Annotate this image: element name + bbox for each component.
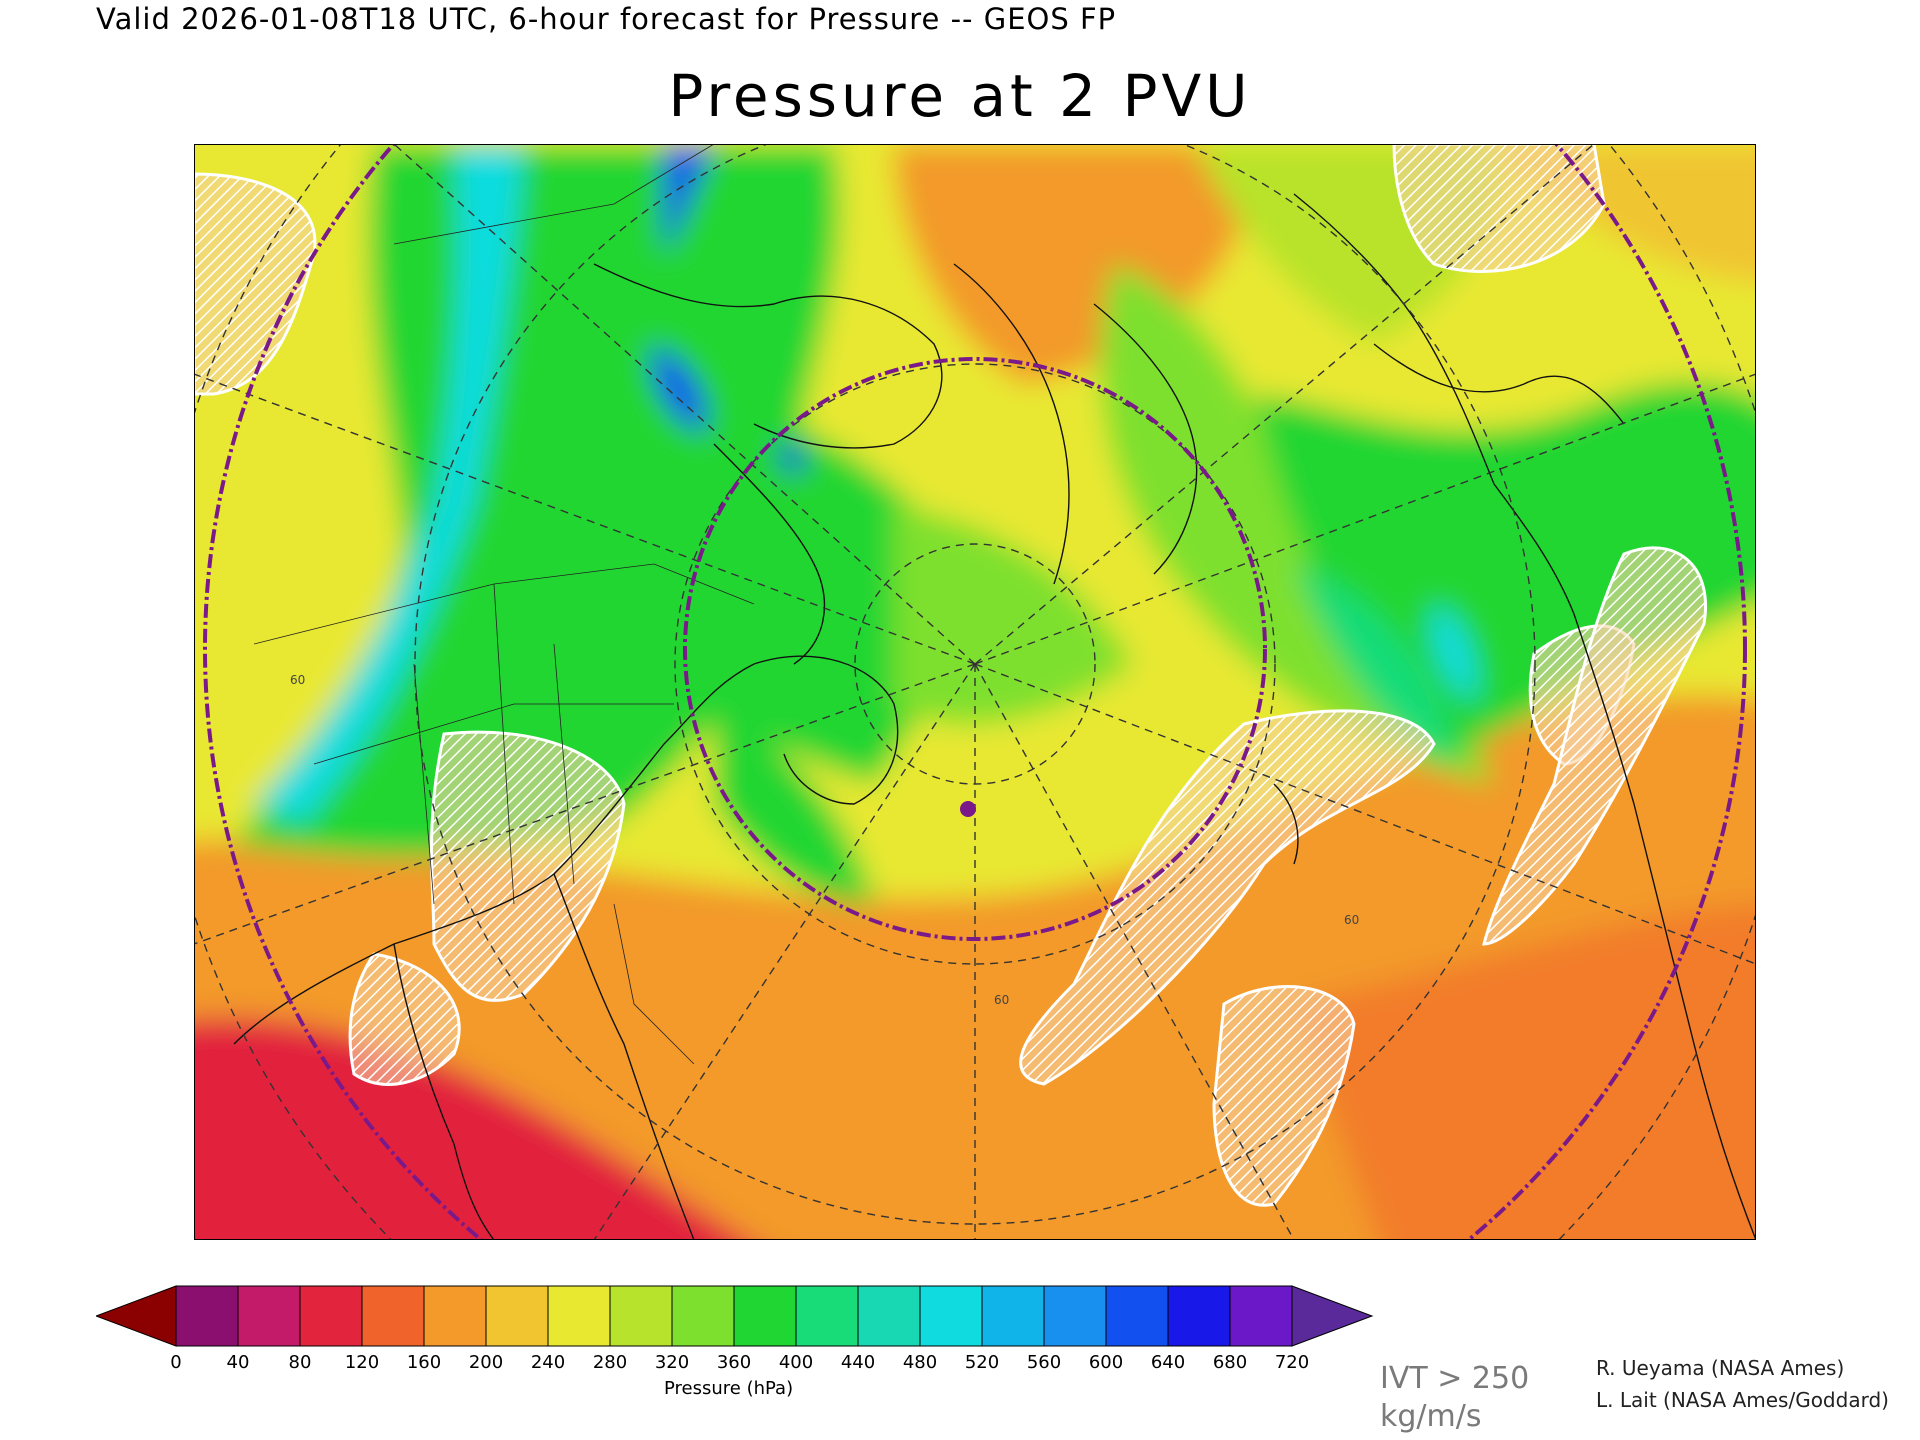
colorbar-tick-label: 120: [344, 1352, 380, 1373]
colorbar-tick-label: 400: [778, 1352, 814, 1373]
colorbar-tick-label: 600: [1088, 1352, 1124, 1373]
map-title: Pressure at 2 PVU: [668, 62, 1252, 130]
colorbar-tick-label: 720: [1274, 1352, 1310, 1373]
colorbar-tick-label: 360: [716, 1352, 752, 1373]
colorbar: [94, 1284, 1386, 1352]
range-rings: [203, 144, 1747, 1240]
colorbar-tick-label: 280: [592, 1352, 628, 1373]
colorbar-swatch: [981, 1285, 1045, 1347]
colorbar-label: Pressure (hPa): [664, 1378, 794, 1399]
ivt-legend: IVT > 250 kg/m/s: [1380, 1360, 1529, 1436]
colorbar-tick-label: 680: [1212, 1352, 1248, 1373]
colorbar-swatch: [423, 1285, 487, 1347]
colorbar-tick-label: 320: [654, 1352, 690, 1373]
colorbar-swatch: [795, 1285, 859, 1347]
credit-line-2: L. Lait (NASA Ames/Goddard): [1596, 1388, 1889, 1412]
colorbar-tick-label: 160: [406, 1352, 442, 1373]
graticule-label: 60: [1344, 913, 1359, 927]
colorbar-swatch: [671, 1285, 735, 1347]
colorbar-tick-label: 480: [902, 1352, 938, 1373]
borders: [253, 144, 755, 1065]
graticule-label: 60: [994, 993, 1009, 1007]
credits: R. Ueyama (NASA Ames) L. Lait (NASA Ames…: [1596, 1352, 1889, 1416]
colorbar-tick-label: 240: [530, 1352, 566, 1373]
ivt-units: kg/m/s: [1380, 1399, 1482, 1434]
colorbar-swatch: [175, 1285, 239, 1347]
colorbar-tick-label: 200: [468, 1352, 504, 1373]
colorbar-swatch: [237, 1285, 301, 1347]
colorbar-tick-label: 640: [1150, 1352, 1186, 1373]
colorbar-swatch: [1105, 1285, 1169, 1347]
colorbar-swatch: [361, 1285, 425, 1347]
colorbar-tick-label: 80: [288, 1352, 312, 1373]
colorbar-under-arrow: [94, 1285, 177, 1347]
colorbar-swatch: [485, 1285, 549, 1347]
colorbar-swatch: [919, 1285, 983, 1347]
colorbar-swatch: [1043, 1285, 1107, 1347]
colorbar-tick-label: 440: [840, 1352, 876, 1373]
coastlines: [233, 193, 1756, 1240]
site-marker: [960, 801, 976, 817]
colorbar-swatch: [1229, 1285, 1293, 1347]
credit-line-1: R. Ueyama (NASA Ames): [1596, 1356, 1845, 1380]
colorbar-swatch: [1167, 1285, 1231, 1347]
graticule-label: 60: [290, 673, 305, 687]
colorbar-swatch: [609, 1285, 673, 1347]
colorbar-swatch: [857, 1285, 921, 1347]
ivt-threshold: IVT > 250: [1380, 1361, 1530, 1396]
colorbar-tick-label: 560: [1026, 1352, 1062, 1373]
colorbar-swatch: [547, 1285, 611, 1347]
pressure-map: 60 60 60: [194, 144, 1756, 1240]
valid-time-header: Valid 2026-01-08T18 UTC, 6-hour forecast…: [96, 2, 1117, 36]
colorbar-swatch: [299, 1285, 363, 1347]
graticule: [194, 144, 1756, 1240]
ivt-hatching: [194, 144, 1707, 1207]
colorbar-swatch: [733, 1285, 797, 1347]
colorbar-tick-label: 0: [170, 1352, 182, 1373]
colorbar-tick-label: 520: [964, 1352, 1000, 1373]
colorbar-over-arrow: [1291, 1285, 1374, 1347]
colorbar-tick-label: 40: [226, 1352, 250, 1373]
